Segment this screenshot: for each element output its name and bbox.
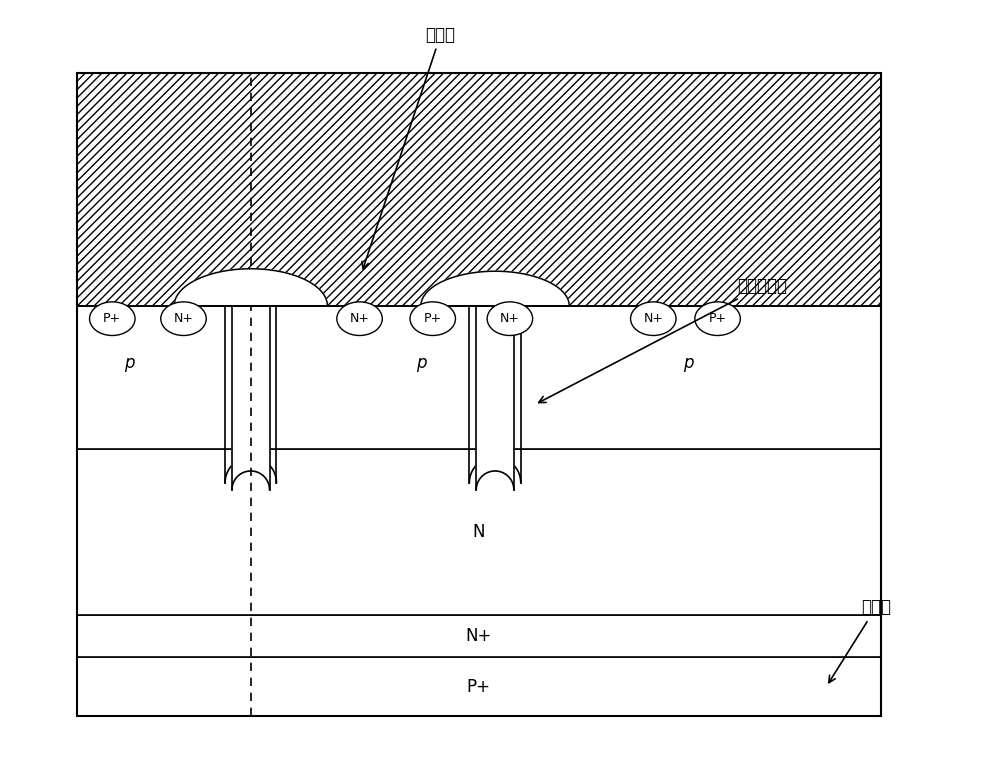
Bar <box>77 74 881 306</box>
Ellipse shape <box>631 302 676 335</box>
Text: N+: N+ <box>500 312 520 325</box>
Text: N+: N+ <box>350 312 370 325</box>
Ellipse shape <box>161 302 206 335</box>
Ellipse shape <box>487 302 533 335</box>
Text: 集电极: 集电极 <box>829 598 891 682</box>
Ellipse shape <box>695 302 740 335</box>
Bar <box>77 657 881 716</box>
Text: P+: P+ <box>103 312 121 325</box>
Text: N+: N+ <box>466 627 492 645</box>
Text: 发射极: 发射极 <box>362 26 456 269</box>
Ellipse shape <box>410 302 455 335</box>
Bar <box>77 616 881 657</box>
Text: N: N <box>472 524 485 541</box>
Text: N+: N+ <box>643 312 663 325</box>
Text: P+: P+ <box>709 312 727 325</box>
Text: p: p <box>683 354 693 372</box>
Polygon shape <box>232 306 270 489</box>
Text: P+: P+ <box>424 312 442 325</box>
Ellipse shape <box>337 302 382 335</box>
Text: p: p <box>416 354 426 372</box>
Text: N+: N+ <box>174 312 194 325</box>
Text: 多晶硅栅极: 多晶硅栅极 <box>539 277 787 403</box>
Text: p: p <box>124 354 134 372</box>
Bar <box>77 74 881 716</box>
Polygon shape <box>421 271 569 306</box>
Bar <box>77 74 881 716</box>
Polygon shape <box>174 269 327 306</box>
Text: P+: P+ <box>467 678 491 695</box>
Bar <box>77 306 881 449</box>
Ellipse shape <box>90 302 135 335</box>
Polygon shape <box>476 306 514 489</box>
Bar <box>77 449 881 616</box>
